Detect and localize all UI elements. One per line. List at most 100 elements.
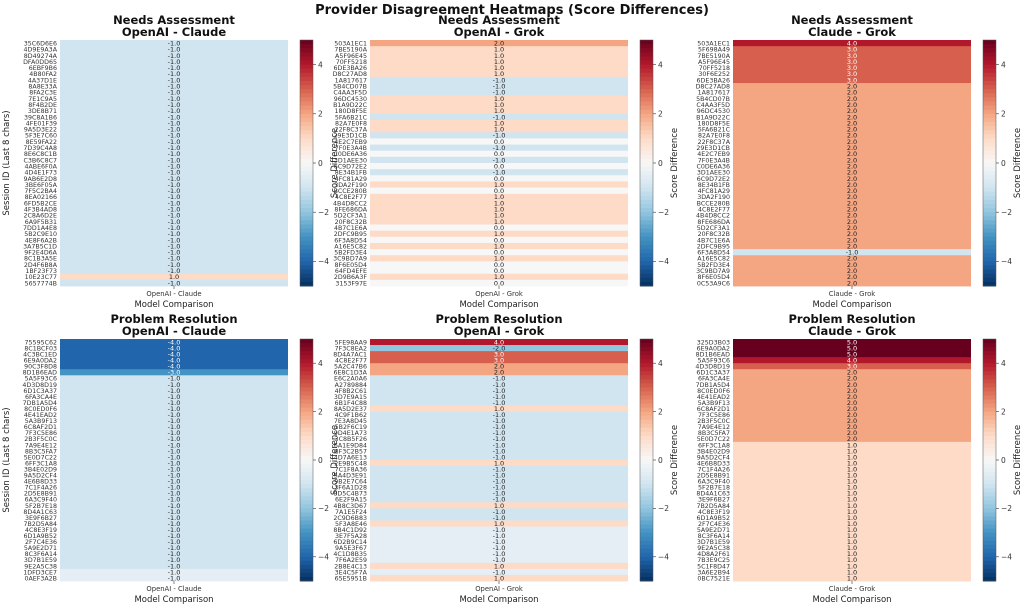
cell-label: -1.0: [168, 156, 181, 164]
cell-label: -1.0: [168, 150, 181, 158]
heatmap-cell: [60, 399, 288, 406]
row-tick-label: 8F3C2B57: [335, 448, 367, 455]
panel-title: Needs Assessment: [791, 13, 913, 27]
cell-label: 2.0: [847, 393, 857, 401]
figure-title: Provider Disagreement Heatmaps (Score Di…: [315, 3, 709, 18]
heatmap-cell: [60, 40, 288, 47]
row-tick-label: 8D4A7AC1: [333, 352, 367, 359]
row-tick-label: 5B4CD07B: [696, 96, 730, 103]
heatmap-cell: [733, 187, 971, 195]
cell-label: -1.0: [493, 472, 506, 480]
cell-label: -1.0: [493, 76, 506, 84]
heatmap-cell: [370, 574, 628, 582]
row-tick-label: 5A9E2D71: [697, 527, 730, 534]
y-axis-label: Session ID (Last 8 chars): [2, 110, 12, 215]
row-tick-label: 6F3A8D54: [334, 237, 367, 244]
cell-label: -1.0: [168, 64, 181, 72]
row-tick-label: D8C27AD8: [333, 71, 367, 78]
heatmap-cell: [60, 447, 288, 455]
panel-subtitle: Claude - Grok: [808, 25, 896, 39]
cell-label: -1.0: [168, 58, 181, 66]
row-tick-label: 8D1B6EAD: [23, 370, 57, 377]
heatmap-cell: [370, 230, 628, 238]
row-tick-label: 6A3C9F40: [25, 497, 57, 504]
cell-label: 1.0: [494, 230, 504, 238]
cell-label: 1.0: [494, 212, 504, 220]
row-tick-label: 4FC81A29: [335, 176, 367, 183]
cell-label: -4.0: [168, 338, 181, 346]
row-tick-label: 4B80FA2: [29, 71, 57, 78]
heatmap-cell: [60, 472, 288, 479]
colorbar-tick-label: 0: [658, 159, 663, 168]
row-tick-label: 8C3F6A14: [25, 551, 57, 558]
cell-label: 2.0: [494, 363, 504, 371]
heatmap-cell: [733, 544, 971, 552]
heatmap-cell: [733, 199, 971, 207]
heatmap-cell: [733, 138, 971, 145]
cell-label: -1.0: [168, 490, 181, 498]
cell-label: 1.0: [494, 218, 504, 226]
heatmap-cell: [370, 58, 628, 65]
cell-label: 0.0: [494, 187, 504, 195]
cell-label: 1.0: [847, 532, 857, 540]
row-tick-label: 4D3D8D19: [695, 364, 730, 371]
cell-label: 1.0: [847, 550, 857, 558]
row-tick-label: 82A7E0F8: [698, 133, 730, 140]
row-tick-label: BCCE280B: [334, 188, 367, 195]
cell-label: -1.0: [493, 144, 506, 152]
row-tick-label: 8C1BCF03: [24, 345, 57, 352]
heatmap-cell: [733, 64, 971, 72]
cell-label: 2.0: [847, 212, 857, 220]
row-tick-label: 5F2B7E18: [698, 485, 730, 492]
cell-label: -1.0: [493, 453, 506, 461]
cell-label: 1.0: [494, 107, 504, 115]
cell-label: -1.0: [168, 453, 181, 461]
row-tick-label: 5F3E7C60: [25, 133, 57, 140]
row-tick-label: E6C2A0A6: [334, 376, 367, 383]
row-tick-label: 4C8E2F77: [335, 194, 367, 201]
row-tick-label: 4FE01F39: [26, 120, 57, 127]
row-tick-label: 2F7C4E36: [698, 521, 730, 528]
row-tick-label: 7F0E3A4B: [698, 157, 730, 164]
cell-label: -1.0: [168, 206, 181, 214]
cell-label: -1.0: [168, 175, 181, 183]
row-tick-label: 5F3A8E46: [335, 521, 367, 528]
row-tick-label: 7E3A8D45: [334, 418, 367, 425]
heatmap-cell: [60, 544, 288, 552]
heatmap-cell: [733, 520, 971, 527]
heatmap-cell: [60, 230, 288, 238]
cell-label: 2.0: [847, 175, 857, 183]
heatmap-cell: [60, 64, 288, 72]
heatmap-cell: [370, 119, 628, 127]
heatmap-cell: [370, 490, 628, 497]
cell-label: -1.0: [493, 393, 506, 401]
heatmap-cell: [370, 526, 628, 533]
heatmap-cell: [370, 132, 628, 139]
heatmap-cell: [370, 181, 628, 188]
cell-label: -1.0: [493, 514, 506, 522]
row-tick-label: 7BE5190A: [334, 47, 367, 54]
row-tick-label: 3C9BD7A9: [333, 256, 367, 263]
cell-label: 0.0: [494, 279, 504, 287]
cell-label: 2.0: [847, 267, 857, 275]
cell-label: 4.0: [847, 39, 857, 47]
y-axis-label: Session ID (Last 8 chars): [2, 407, 12, 512]
row-tick-label: 7A9E4E12: [698, 424, 730, 431]
row-tick-label: 8FE686DA: [334, 207, 367, 214]
heatmap-cell: [60, 156, 288, 164]
heatmap-cell: [370, 206, 628, 213]
heatmap-cell: [370, 417, 628, 425]
row-tick-label: 8D1B6EAD: [696, 352, 730, 359]
row-tick-label: 35C6D6E6: [24, 40, 57, 47]
row-tick-label: 4E6B8D33: [24, 479, 57, 486]
heatmap-cell: [60, 163, 288, 170]
cell-label: 2.0: [847, 132, 857, 140]
cell-label: -1.0: [493, 411, 506, 419]
heatmap-cell: [370, 369, 628, 376]
cell-label: 2.0: [847, 138, 857, 146]
row-tick-label: 70FF5218: [336, 59, 367, 66]
colorbar-tick-label: −4: [1001, 257, 1012, 266]
cell-label: 1.0: [494, 58, 504, 66]
